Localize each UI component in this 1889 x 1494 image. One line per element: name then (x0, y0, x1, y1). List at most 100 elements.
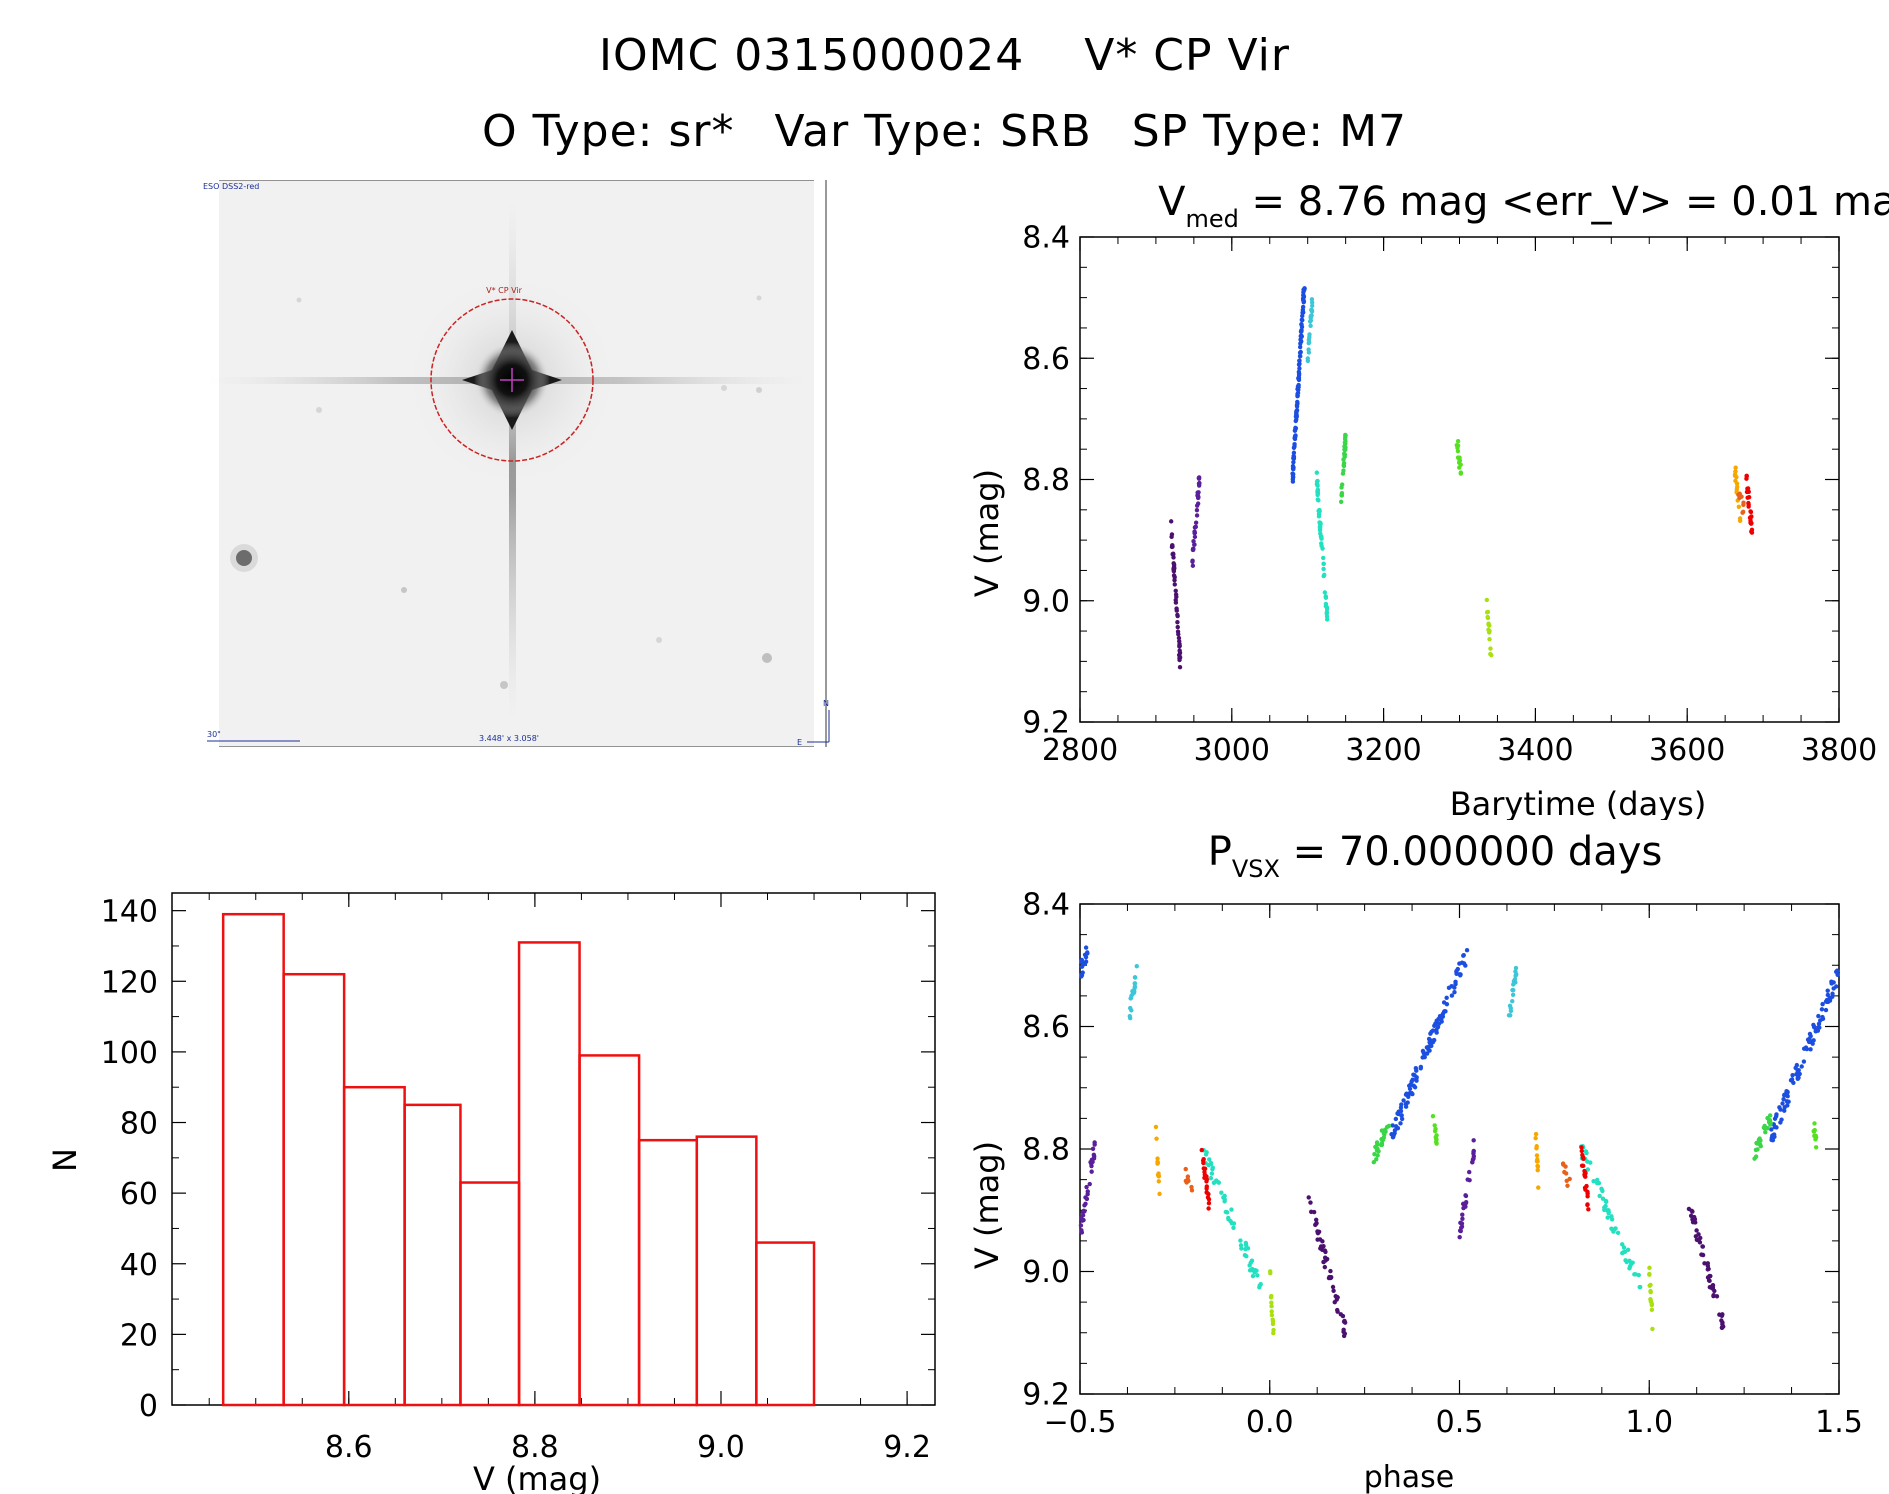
phase-curve-data-point (1694, 1228, 1699, 1233)
histogram-frame (171, 892, 936, 1406)
phase-curve-data-point (1534, 1146, 1539, 1151)
phase-curve-data-point (1407, 1086, 1413, 1092)
light-curve-data-point (1294, 412, 1299, 418)
phase-curve-data-point (1399, 1116, 1405, 1122)
phase-curve-data-point (1510, 992, 1516, 998)
light-curve-data-point (1170, 543, 1175, 548)
phase-curve-data-point (1432, 1123, 1437, 1128)
phase-curve-data-point (1605, 1215, 1610, 1220)
phase-curve-data-point (1819, 1007, 1825, 1012)
light-curve-data-point (1174, 608, 1179, 613)
light-curve-title-rest: = 8.76 mag <err_V> = 0.01 mag (1239, 179, 1889, 225)
phase-curve-data-point (1811, 1038, 1816, 1043)
light-curve-data-point (1343, 432, 1348, 438)
phase-curve-data-point (1603, 1198, 1609, 1204)
phase-curve-data-point (1812, 1121, 1817, 1126)
phase-curve-data-point (1457, 972, 1462, 977)
phase-curve-data-point (1534, 1153, 1540, 1158)
phase-curve-data-point (1758, 1138, 1763, 1143)
light-curve-plot-area: 2800 3000 3200 3400 3600 3800 8.4 8.6 8.8 9.0 9.2 (1022, 221, 1877, 769)
light-curve-data-point (1339, 482, 1345, 487)
phase-curve-data-point (1244, 1254, 1249, 1259)
phase-curve-data-point (1269, 1304, 1274, 1309)
phase-curve-data-point (1705, 1267, 1710, 1272)
phase-curve-data-point (1698, 1235, 1703, 1241)
phase-curve-data-point (1247, 1268, 1253, 1273)
light-curve-data-point (1294, 417, 1299, 422)
phase-curve-data-point (1467, 1169, 1472, 1175)
light-curve-data-point (1741, 500, 1746, 505)
phase-curve-data-point (1779, 1117, 1784, 1122)
phase-curve-data-point (1649, 1307, 1655, 1313)
phase-curve-data-point (1647, 1265, 1652, 1271)
light-curve-data-point (1302, 286, 1307, 291)
finder-image: ESO DSS2-red V* CP Vir 30" 3.448' x 3.05… (199, 180, 839, 747)
light-curve-data-point (1306, 350, 1312, 355)
histogram-bar (403, 1103, 462, 1407)
light-curve-data-point (1455, 445, 1460, 451)
phase-curve-data-point (1211, 1180, 1217, 1186)
phase-curve-data-point (1757, 1142, 1763, 1147)
field-star (236, 550, 252, 566)
star-name: V* CP Vir (1084, 30, 1290, 81)
light-curve-data-point (1315, 490, 1321, 496)
light-curve-data-point (1176, 635, 1182, 641)
phase-curve-data-point (1379, 1128, 1385, 1133)
phase-curve-data-point (1401, 1098, 1406, 1103)
phase-curve-data-point (1257, 1283, 1262, 1288)
light-curve-data-point (1323, 595, 1329, 600)
light-curve-data-point (1314, 481, 1320, 487)
phase-curve-data-point (1702, 1261, 1707, 1266)
phase-curve-data-point (1506, 1013, 1512, 1018)
phase-curve-data-point (1464, 948, 1470, 953)
histogram-y-tick-label: 0 (139, 1389, 158, 1424)
light-curve-x-tick-label: 3200 (1345, 733, 1421, 768)
phase-curve-data-point (1811, 1128, 1816, 1134)
phase-curve-data-point (1813, 1029, 1818, 1034)
phase-curve-data-point (1782, 1092, 1787, 1098)
phase-curve-data-point (1430, 1113, 1436, 1119)
phase-curve-data-point (1338, 1312, 1344, 1317)
phase-curve-data-point (1638, 1284, 1643, 1290)
histogram-y-tick-label: 40 (120, 1248, 158, 1283)
phase-curve-data-point (1341, 1333, 1347, 1339)
light-curve-x-tick-label: 3400 (1497, 733, 1573, 768)
light-curve-data-point (1300, 296, 1306, 301)
light-curve-data-point (1746, 489, 1751, 495)
phase-curve-data-point (1083, 945, 1089, 950)
phase-curve-y-label: V (mag) (968, 1141, 1006, 1269)
light-curve-data-point (1305, 356, 1310, 361)
phase-curve-data-point (1813, 1145, 1819, 1150)
phase-curve-data-point (1335, 1295, 1340, 1300)
phase-curve-data-point (1210, 1166, 1215, 1172)
light-curve-data-point (1339, 492, 1344, 498)
light-curve-data-point (1338, 499, 1344, 505)
light-curve-data-point (1292, 444, 1297, 449)
phase-curve-data-point (1328, 1275, 1333, 1280)
light-curve-data-point (1746, 495, 1752, 500)
phase-curve-data-point (1223, 1209, 1229, 1215)
phase-curve-data-point (1810, 1041, 1815, 1046)
light-curve-data-point (1176, 632, 1181, 637)
phase-curve-data-point (1690, 1209, 1695, 1214)
phase-curve-data-point (1719, 1318, 1724, 1323)
phase-curve-data-point (1308, 1200, 1313, 1205)
phase-curve-data-point (1594, 1179, 1600, 1184)
phase-curve-data-point (1459, 1224, 1465, 1229)
phase-curve-data-point (1410, 1077, 1415, 1082)
histogram-x-tick-label: 9.2 (883, 1430, 931, 1465)
phase-curve-data-point (1579, 1148, 1584, 1154)
phase-curve-data-point (1621, 1245, 1627, 1250)
light-curve-data-point (1175, 620, 1180, 625)
phase-curve-data-point (1249, 1258, 1255, 1263)
histogram-bar (342, 1085, 406, 1407)
phase-curve-data-point (1392, 1128, 1398, 1133)
phase-curve-data-point (1090, 1146, 1096, 1151)
phase-curve-data-point (1208, 1160, 1214, 1166)
light-curve-data-point (1733, 478, 1738, 483)
phase-curve-data-point (1080, 1213, 1086, 1218)
phase-curve-data-point (1650, 1326, 1655, 1332)
histogram-bar (459, 1181, 521, 1407)
phase-curve-data-point (1625, 1247, 1631, 1253)
phase-curve-data-point (1823, 1007, 1829, 1013)
